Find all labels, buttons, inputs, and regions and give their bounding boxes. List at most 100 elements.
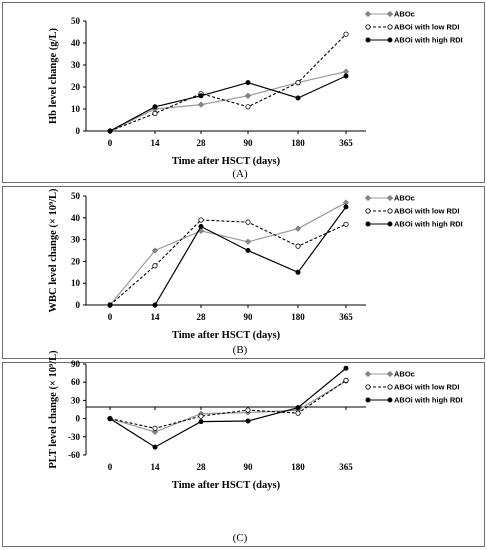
- data-point: [198, 419, 204, 425]
- y-tick-label: 20: [71, 82, 81, 92]
- data-point: [152, 425, 158, 431]
- x-axis-label: Time after HSCT (days): [172, 480, 281, 491]
- data-point: [295, 243, 301, 249]
- data-point: [343, 365, 349, 371]
- panel-frame: [2, 186, 485, 359]
- x-tick-label: 180: [291, 312, 305, 322]
- data-point: [245, 248, 251, 254]
- y-tick-label: -30: [68, 432, 80, 442]
- x-tick-label: 90: [244, 312, 254, 322]
- legend-marker: [387, 24, 393, 30]
- y-axis-label: WBC level change (× 10⁹/L): [48, 188, 59, 313]
- data-point: [151, 247, 159, 254]
- data-point: [198, 217, 204, 223]
- y-tick-label: 10: [71, 104, 81, 114]
- legend-marker: [386, 10, 394, 18]
- legend-marker: [365, 384, 371, 390]
- panel-label: (C): [233, 532, 248, 544]
- y-tick-label: 10: [71, 278, 81, 288]
- x-tick-label: 0: [108, 462, 113, 472]
- legend-marker: [387, 397, 393, 403]
- x-tick-label: 28: [197, 462, 207, 472]
- x-tick-label: 365: [339, 138, 353, 148]
- data-point: [197, 101, 205, 108]
- y-tick-label: 40: [71, 213, 81, 223]
- legend-marker: [387, 221, 393, 227]
- data-point: [342, 199, 350, 206]
- x-tick-label: 14: [151, 138, 161, 148]
- data-point: [295, 80, 301, 86]
- y-tick-label: 20: [71, 256, 81, 266]
- legend-marker: [365, 208, 371, 214]
- data-point: [343, 73, 349, 79]
- data-point: [245, 219, 251, 225]
- data-point: [152, 104, 158, 110]
- series-line-3: [109, 75, 347, 132]
- data-point: [245, 407, 251, 413]
- y-tick-label: -60: [68, 450, 80, 460]
- legend-marker: [387, 37, 393, 43]
- y-tick-label: 50: [71, 16, 81, 26]
- data-point: [245, 80, 251, 86]
- legend-marker: [386, 370, 394, 378]
- y-tick-label: 90: [71, 359, 81, 369]
- data-point: [295, 269, 301, 275]
- chart-panel-3: -60 -30 0 30 60 90 0 14 28 90 180 365 Time after HSC…: [2, 350, 485, 547]
- data-point: [343, 204, 349, 210]
- y-tick-label: 30: [71, 235, 81, 245]
- data-point: [295, 405, 301, 411]
- series-line-2: [109, 379, 347, 429]
- data-point: [295, 95, 301, 101]
- panel-label: (B): [233, 344, 248, 356]
- data-point: [244, 238, 252, 245]
- data-point: [107, 302, 113, 308]
- x-axis-label: Time after HSCT (days): [172, 156, 281, 167]
- legend-label: ABOi with low RDI: [394, 207, 459, 216]
- data-point: [343, 377, 349, 383]
- x-tick-label: 180: [291, 462, 305, 472]
- legend-marker: [365, 221, 371, 227]
- data-point: [343, 31, 349, 37]
- data-point: [152, 444, 158, 450]
- series-line-2: [109, 219, 347, 306]
- data-point: [342, 68, 350, 75]
- x-tick-label: 14: [151, 312, 161, 322]
- data-point: [151, 428, 159, 435]
- legend-label: ABOc: [394, 10, 415, 19]
- legend-marker: [364, 10, 372, 18]
- x-axis-label: Time after HSCT (days): [172, 330, 281, 341]
- data-point: [107, 416, 113, 422]
- y-tick-label: 0: [76, 414, 81, 424]
- x-tick-label: 180: [291, 138, 305, 148]
- legend-label: ABOi with low RDI: [394, 23, 459, 32]
- y-axis-label: PLT level change (× 10⁹/L): [48, 350, 59, 469]
- legend-marker: [365, 24, 371, 30]
- x-tick-label: 14: [151, 462, 161, 472]
- series-line-3: [110, 206, 347, 306]
- x-tick-label: 90: [244, 138, 254, 148]
- x-tick-label: 365: [339, 312, 353, 322]
- data-point: [198, 413, 204, 419]
- chart-panel-2: 0 10 20 30 40 50 0 14 28 90 180 365 Time after HSCT …: [2, 186, 485, 359]
- x-tick-label: 0: [108, 312, 113, 322]
- legend-label: ABOi with low RDI: [394, 383, 459, 392]
- data-point: [152, 110, 158, 117]
- x-tick-label: 28: [197, 312, 207, 322]
- y-tick-label: 0: [76, 300, 81, 310]
- panel-frame: [2, 2, 485, 183]
- series-line-3: [109, 367, 347, 448]
- y-tick-label: 30: [71, 395, 81, 405]
- series-line-1: [109, 202, 347, 306]
- chart-panel-1: 0 10 20 30 40 50 0 14 28 90 180 365 Time after HSCT …: [2, 2, 485, 183]
- data-point: [152, 263, 158, 269]
- series-line-2: [109, 33, 347, 132]
- data-point: [294, 225, 302, 232]
- legend-marker: [364, 194, 372, 202]
- legend-marker: [365, 37, 371, 43]
- legend-label: ABOc: [394, 370, 415, 379]
- legend-marker: [386, 194, 394, 202]
- panel-label: (A): [232, 168, 248, 180]
- legend-label: ABOi with high RDI: [394, 396, 463, 405]
